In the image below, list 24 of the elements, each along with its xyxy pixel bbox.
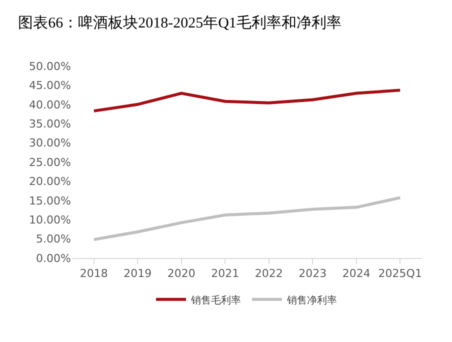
y-tick-label: 15.00% <box>29 194 71 208</box>
y-tick-label: 30.00% <box>29 136 71 150</box>
x-tick-label: 2020 <box>167 267 196 280</box>
y-tick-label: 0.00% <box>36 252 71 265</box>
y-tick-label: 50.00% <box>29 60 71 73</box>
x-tick-label: 2019 <box>124 267 152 280</box>
legend-label: 销售净利率 <box>286 294 337 306</box>
y-tick-label: 25.00% <box>29 156 71 169</box>
line-series <box>92 88 402 112</box>
y-tick-label: 20.00% <box>29 175 71 188</box>
x-tick-label: 2018 <box>80 267 108 280</box>
x-tick-label: 2025Q1 <box>378 267 422 280</box>
x-tick-label: 2021 <box>211 267 240 280</box>
x-tick-label: 2024 <box>342 267 370 280</box>
y-tick-label: 35.00% <box>29 117 71 130</box>
line-series <box>92 196 402 242</box>
x-tick-label: 2023 <box>298 267 327 280</box>
y-tick-label: 45.00% <box>29 79 71 92</box>
legend-label: 销售毛利率 <box>190 294 241 306</box>
y-tick-label: 5.00% <box>36 232 71 246</box>
y-tick-label: 40.00% <box>29 98 71 112</box>
chart-title: 图表66：啤酒板块2018-2025年Q1毛利率和净利率 <box>18 14 342 32</box>
x-tick-label: 2022 <box>254 267 283 280</box>
y-tick-label: 10.00% <box>29 213 71 226</box>
